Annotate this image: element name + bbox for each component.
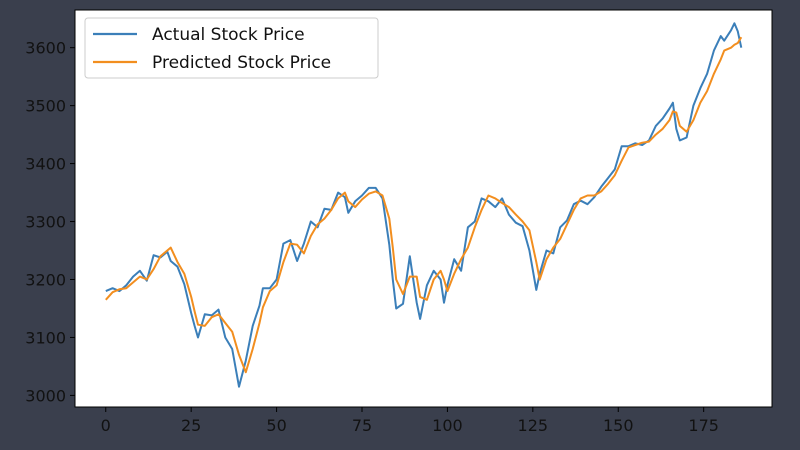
x-tick-label: 125 [518,416,549,435]
y-tick-label: 3300 [25,213,66,232]
legend: Actual Stock Price Predicted Stock Price [84,17,379,79]
x-tick-label: 25 [181,416,201,435]
y-tick-label: 3600 [25,39,66,58]
legend-label-predicted: Predicted Stock Price [152,53,331,73]
x-tick-label: 75 [352,416,372,435]
y-tick-label: 3200 [25,270,66,289]
y-tick-label: 3400 [25,155,66,174]
series-layer [105,22,743,388]
legend-box [84,17,379,79]
series-line-predicted [105,36,743,374]
y-axis: 3000 3100 3200 3300 3400 3500 3600 [25,39,75,405]
x-tick-label: 50 [266,416,286,435]
legend-label-actual: Actual Stock Price [152,25,305,45]
x-axis: 0 25 50 75 100 125 150 175 [101,407,719,435]
x-tick-label: 0 [101,416,111,435]
y-tick-label: 3100 [25,328,66,347]
x-tick-label: 100 [432,416,463,435]
y-tick-label: 3500 [25,97,66,116]
x-tick-label: 175 [688,416,719,435]
x-tick-label: 150 [603,416,634,435]
y-tick-label: 3000 [25,386,66,405]
